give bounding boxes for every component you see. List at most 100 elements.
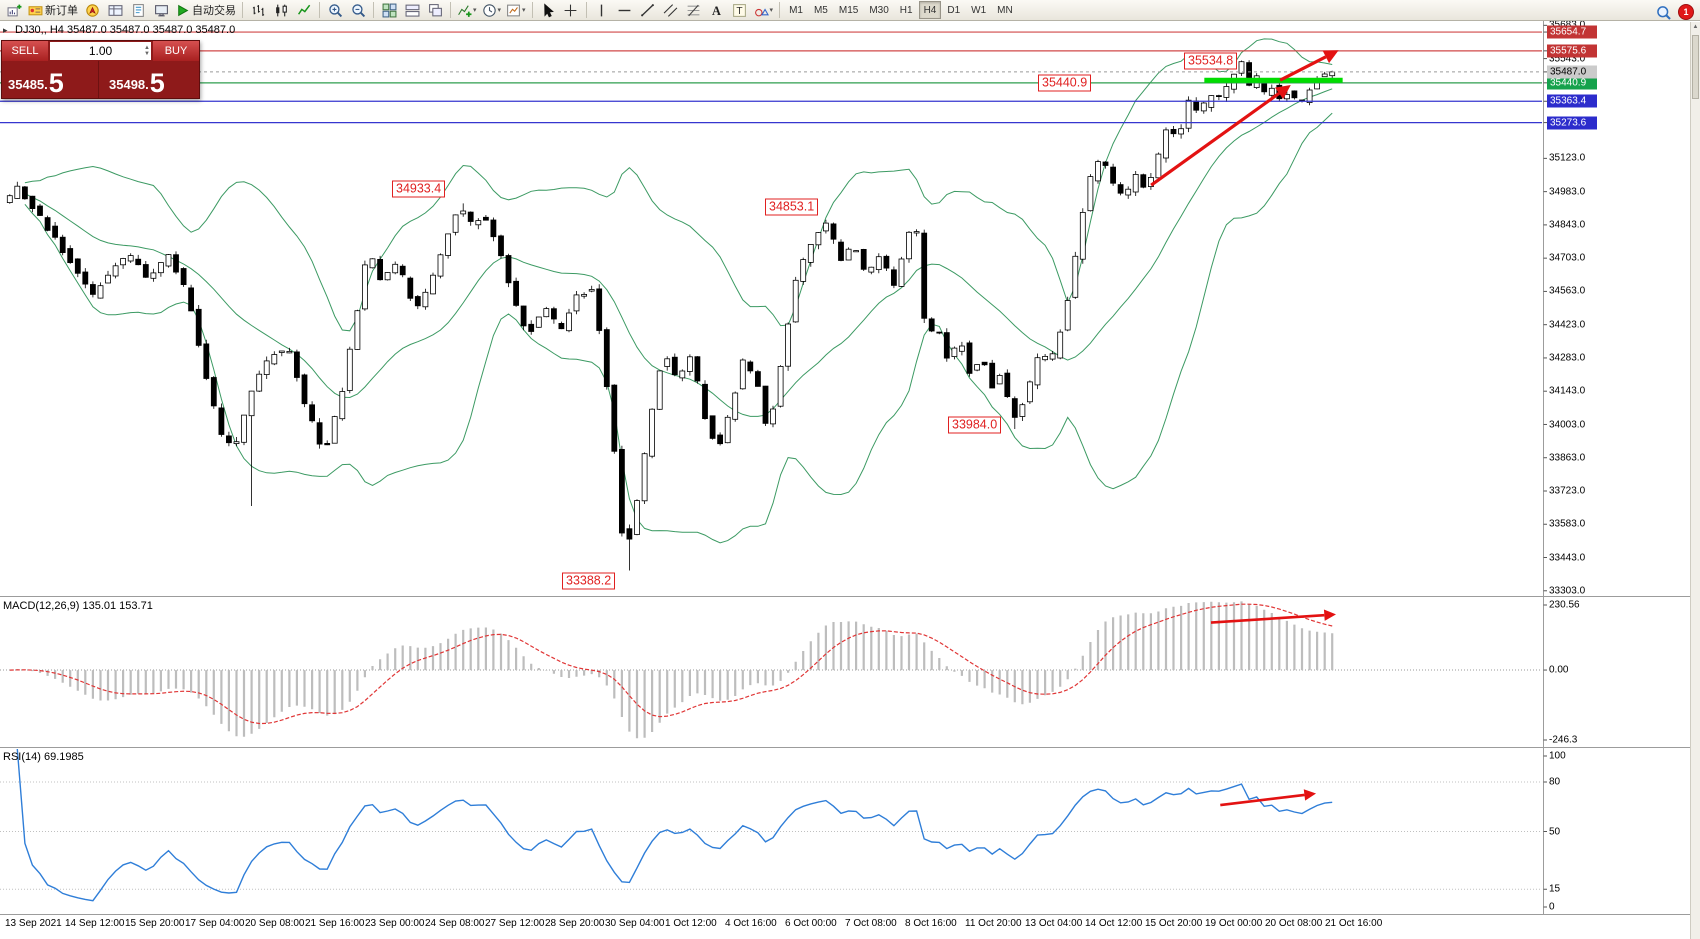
price-annotation[interactable]: 35440.9 bbox=[1038, 74, 1092, 92]
timeframe-D1[interactable]: D1 bbox=[947, 4, 961, 16]
buy-price[interactable]: 35498. 5 bbox=[98, 61, 199, 98]
timeframe-MN[interactable]: MN bbox=[997, 4, 1013, 16]
strategy-tester-icon[interactable] bbox=[150, 0, 172, 20]
time-axis-label: 27 Sep 12:00 bbox=[485, 918, 545, 929]
zoom-out-icon[interactable] bbox=[347, 0, 369, 20]
trendline-icon[interactable] bbox=[637, 0, 659, 20]
candlesticks bbox=[6, 61, 1336, 540]
price-axis-tick: 33583.0 bbox=[1549, 518, 1586, 530]
toolbar-separator bbox=[450, 2, 451, 18]
buy-price-main: 35498. bbox=[109, 77, 149, 92]
main-toolbar: 新订单 自动交易 ▾ ▾ ▾ A T ▾ M1 M5 M15 M30 H1 H4 D1 W1 MN bbox=[0, 0, 1700, 21]
label-icon[interactable]: T bbox=[729, 0, 751, 20]
time-axis-label: 11 Oct 20:00 bbox=[965, 918, 1022, 929]
chart-symbol-ohlc-header: DJ30,, H4 35487.0 35487.0 35487.0 35487.… bbox=[15, 24, 236, 36]
tile-windows-icon[interactable] bbox=[378, 0, 400, 20]
cascade-windows-icon[interactable] bbox=[424, 0, 446, 20]
time-axis-label: 21 Sep 16:00 bbox=[305, 918, 365, 929]
market-watch-icon[interactable] bbox=[104, 0, 126, 20]
indicators-icon[interactable]: ▾ bbox=[455, 0, 479, 20]
price-axis-tick: 34143.0 bbox=[1549, 385, 1586, 397]
timeframe-H1[interactable]: H1 bbox=[899, 4, 913, 16]
templates-icon[interactable]: ▾ bbox=[504, 0, 528, 20]
price-annotation[interactable]: 35534.8 bbox=[1184, 52, 1238, 70]
zoom-in-icon[interactable] bbox=[324, 0, 346, 20]
navigator-icon[interactable] bbox=[81, 0, 103, 20]
channel-icon[interactable] bbox=[660, 0, 682, 20]
vertical-scrollbar[interactable]: ▲ bbox=[1690, 22, 1700, 939]
time-axis-label: 17 Sep 04:00 bbox=[185, 918, 245, 929]
price-axis-tick: 34003.0 bbox=[1549, 419, 1586, 430]
vertical-line-icon[interactable] bbox=[591, 0, 613, 20]
volume-input[interactable]: 1.00 ▲ ▼ bbox=[50, 42, 151, 60]
bar-chart-icon[interactable] bbox=[247, 0, 269, 20]
candlestick-chart-icon[interactable] bbox=[270, 0, 292, 20]
price-annotation[interactable]: 34853.1 bbox=[765, 198, 819, 216]
timeframe-M5[interactable]: M5 bbox=[813, 4, 828, 16]
one-click-toggle[interactable]: ▸ bbox=[3, 25, 8, 35]
timeframe-M15[interactable]: M15 bbox=[838, 4, 859, 16]
sell-button[interactable]: SELL bbox=[2, 41, 48, 61]
data-window-icon[interactable] bbox=[127, 0, 149, 20]
toolbar-button-group: 新订单 自动交易 ▾ ▾ ▾ A T ▾ M1 M5 M15 M30 H1 H4 D1 W1 MN bbox=[3, 0, 1018, 20]
toolbar-separator bbox=[242, 2, 243, 18]
one-click-top-row: SELL 1.00 ▲ ▼ BUY bbox=[2, 41, 199, 61]
time-axis-label: 21 Oct 16:00 bbox=[1325, 918, 1383, 929]
crosshair-icon[interactable] bbox=[560, 0, 582, 20]
price-annotation[interactable]: 33388.2 bbox=[562, 572, 616, 590]
volume-value: 1.00 bbox=[88, 44, 113, 58]
timeframe-H4[interactable]: H4 bbox=[918, 1, 942, 19]
rsi-scale-label: 0 bbox=[1549, 901, 1555, 913]
line-chart-icon[interactable] bbox=[293, 0, 315, 20]
toolbar-separator bbox=[373, 2, 374, 18]
price-axis-tick: 35123.0 bbox=[1549, 152, 1586, 164]
search-icon[interactable] bbox=[1652, 2, 1674, 22]
macd-scale-label: -246.3 bbox=[1549, 734, 1578, 746]
time-axis-label: 13 Oct 04:00 bbox=[1025, 918, 1083, 929]
time-axis-label: 8 Oct 16:00 bbox=[905, 918, 957, 929]
notification-badge[interactable]: 1 bbox=[1678, 4, 1694, 20]
one-click-trading-panel: SELL 1.00 ▲ ▼ BUY 35485. 5 35498. 5 bbox=[1, 40, 200, 99]
price-axis-marker: 35440.9 bbox=[1547, 76, 1597, 90]
time-axis-label: 14 Sep 12:00 bbox=[65, 918, 125, 929]
timeframe-M30[interactable]: M30 bbox=[869, 4, 889, 16]
time-axis-label: 4 Oct 16:00 bbox=[725, 918, 777, 929]
scroll-up-button[interactable]: ▲ bbox=[1692, 24, 1699, 30]
price-axis-tick: 34843.0 bbox=[1549, 219, 1586, 231]
periods-icon[interactable]: ▾ bbox=[480, 0, 504, 20]
time-axis-label: 15 Sep 20:00 bbox=[125, 918, 185, 929]
new-order-button[interactable]: 新订单 bbox=[26, 0, 80, 20]
current-price-label: 35487.0 bbox=[1547, 65, 1597, 79]
macd-indicator-label: MACD(12,26,9) 135.01 153.71 bbox=[3, 600, 153, 612]
time-axis-label: 13 Sep 2021 bbox=[5, 918, 62, 929]
price-annotation[interactable]: 33984.0 bbox=[948, 416, 1002, 434]
price-annotation[interactable]: 34933.4 bbox=[392, 180, 446, 198]
auto-arrange-icon[interactable] bbox=[401, 0, 423, 20]
macd-scale-label: 230.56 bbox=[1549, 599, 1580, 611]
time-axis-label: 23 Sep 00:00 bbox=[365, 918, 425, 929]
time-axis-label: 20 Oct 08:00 bbox=[1265, 918, 1323, 929]
volume-up-button[interactable]: ▲ bbox=[144, 45, 150, 51]
scrollbar-thumb[interactable] bbox=[1692, 35, 1699, 99]
sell-price-main: 35485. bbox=[8, 77, 48, 92]
rsi-indicator-label: RSI(14) 69.1985 bbox=[3, 751, 84, 763]
shapes-icon[interactable]: ▾ bbox=[752, 0, 776, 20]
new-chart-icon[interactable] bbox=[3, 0, 25, 20]
volume-spinner: ▲ ▼ bbox=[144, 42, 150, 60]
time-axis-label: 14 Oct 12:00 bbox=[1085, 918, 1143, 929]
timeframe-W1[interactable]: W1 bbox=[971, 4, 987, 16]
text-icon[interactable]: A bbox=[706, 0, 728, 20]
fibonacci-icon[interactable] bbox=[683, 0, 705, 20]
toolbar-separator bbox=[531, 2, 533, 18]
autotrading-button[interactable]: 自动交易 bbox=[173, 0, 238, 20]
cursor-icon[interactable] bbox=[537, 0, 559, 20]
price-axis-tick: 33863.0 bbox=[1549, 452, 1586, 464]
horizontal-line-icon[interactable] bbox=[614, 0, 636, 20]
timeframe-M1[interactable]: M1 bbox=[789, 4, 803, 16]
rsi-scale-label: 80 bbox=[1549, 776, 1561, 788]
volume-down-button[interactable]: ▼ bbox=[144, 51, 150, 57]
time-axis-label: 7 Oct 08:00 bbox=[845, 918, 897, 929]
buy-button[interactable]: BUY bbox=[153, 41, 199, 61]
sell-price[interactable]: 35485. 5 bbox=[2, 61, 98, 98]
